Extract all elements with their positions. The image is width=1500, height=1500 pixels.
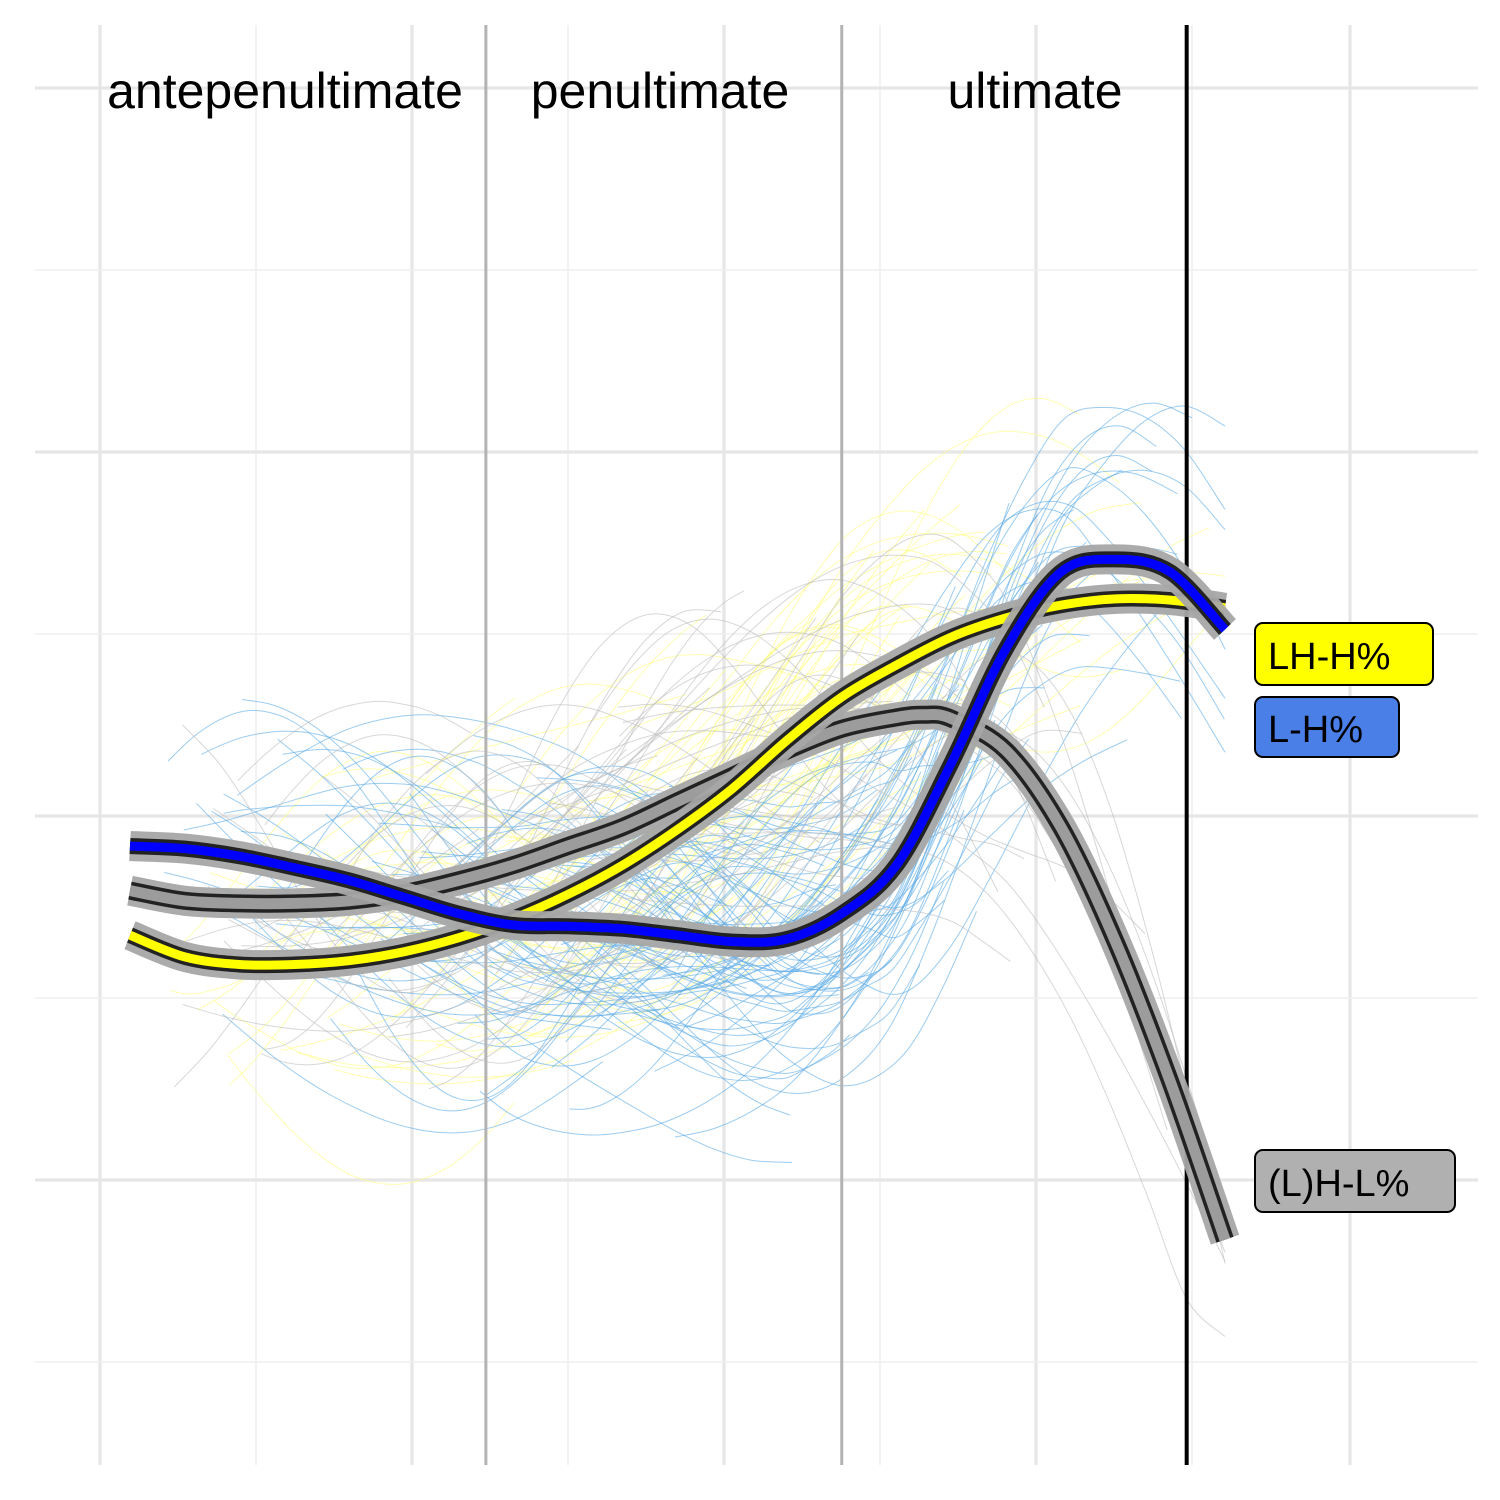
trace-lh-l: [682, 832, 1226, 1337]
trace-lh-l: [588, 618, 1146, 935]
grid: [35, 25, 1478, 1465]
trace-lh-l: [533, 554, 1045, 860]
trace-lh-l: [237, 700, 472, 781]
legend-label-lh-l: (L)H-L%: [1268, 1163, 1409, 1205]
region-boundaries: [484, 25, 1189, 1465]
trace-l-h: [223, 804, 459, 830]
trace-lh-l: [470, 613, 1083, 891]
trace-lh-h: [516, 632, 1037, 793]
trace-lh-l: [617, 703, 1226, 1262]
trace-l-h: [549, 787, 952, 972]
trace-l-h: [421, 851, 733, 909]
trace-lh-l: [614, 768, 1025, 860]
trace-lh-h: [212, 987, 513, 1069]
trace-lh-l: [618, 897, 1011, 962]
trace-l-h: [662, 406, 1226, 976]
trace-lh-h: [370, 694, 687, 780]
trace-l-h: [284, 755, 517, 893]
trace-l-h: [223, 793, 793, 1163]
legend-box-lh-h: [1254, 622, 1434, 686]
trace-l-h: [371, 756, 969, 997]
trace-lh-l: [388, 810, 801, 1038]
series-line-l-h: [129, 554, 1229, 947]
trace-lh-l: [264, 734, 499, 826]
trace-lh-l: [330, 782, 887, 936]
trace-lh-l: [601, 688, 960, 968]
trace-lh-h: [485, 730, 843, 1013]
trace-l-h: [569, 857, 798, 1110]
trace-l-h: [449, 785, 965, 979]
legend-box-l-h: [1254, 696, 1400, 758]
trace-l-h: [473, 502, 1010, 1005]
trace-l-h: [689, 469, 1123, 989]
trace-l-h: [631, 795, 941, 1031]
trace-lh-h: [351, 1051, 575, 1078]
region-labels: antepenultimate penultimate ultimate: [107, 63, 1122, 119]
trace-lh-h: [227, 1055, 515, 1185]
trace-lh-h: [695, 430, 1120, 830]
trace-l-h: [486, 865, 949, 1040]
legend-box-lh-l: [1254, 1149, 1456, 1213]
trace-l-h: [358, 834, 764, 1102]
trace-l-h: [508, 881, 944, 1074]
trace-lh-l: [182, 821, 745, 1032]
trace-lh-l: [223, 772, 713, 1063]
trace-lh-l: [295, 750, 697, 963]
trace-l-h: [342, 748, 615, 866]
region-label-penultimate: penultimate: [531, 63, 790, 119]
trace-l-h: [222, 1013, 604, 1134]
trace-l-h: [201, 730, 481, 848]
legend-label-lh-h: LH-H%: [1268, 636, 1390, 678]
legend: LH-H% L-H% (L)H-L%: [1254, 622, 1456, 1213]
legend-label-l-h: L-H%: [1268, 709, 1363, 751]
trace-l-h: [277, 738, 912, 998]
region-label-ultimate: ultimate: [947, 63, 1122, 119]
trace-l-h: [457, 684, 960, 1024]
trace-l-h: [646, 738, 1030, 1012]
smoothed-series: [124, 544, 1240, 1245]
trace-lh-h: [647, 531, 985, 782]
trace-lh-l: [426, 704, 821, 844]
trace-l-h: [488, 771, 922, 994]
trace-l-h: [544, 598, 1171, 995]
trace-l-h: [479, 876, 885, 1136]
trace-lh-l: [182, 609, 722, 994]
region-label-antepenultimate: antepenultimate: [107, 63, 463, 119]
trace-l-h: [694, 500, 1226, 989]
